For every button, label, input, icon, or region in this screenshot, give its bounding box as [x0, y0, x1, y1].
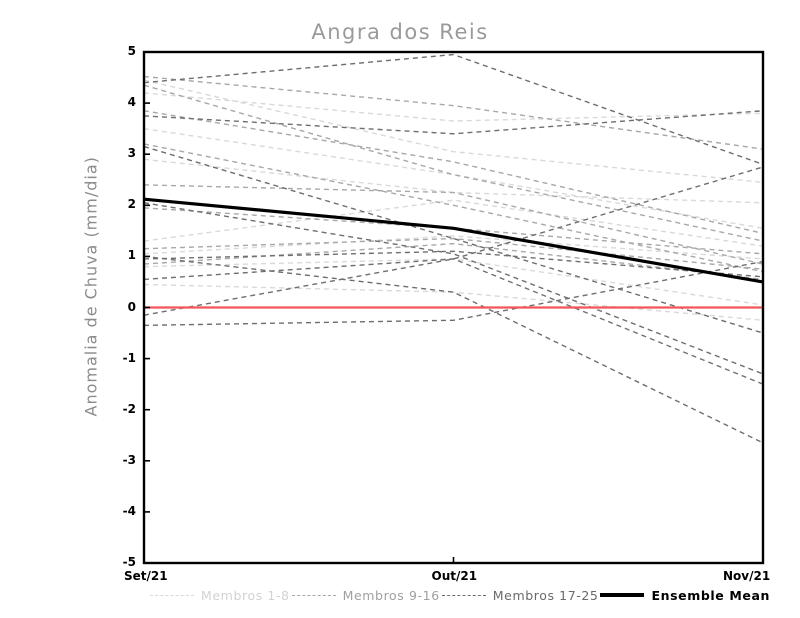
- series-line: [143, 184, 764, 265]
- series-line: [143, 202, 764, 375]
- y-tick-label: -2: [122, 401, 136, 416]
- series-line: [143, 166, 764, 316]
- y-tick-label: 4: [127, 95, 136, 110]
- y-tick-label: -5: [122, 555, 136, 569]
- legend-label: Membros 1-8: [201, 587, 290, 603]
- series-line: [143, 143, 764, 273]
- legend-entry[interactable]: Membros 1-8: [150, 588, 290, 603]
- legend-entry[interactable]: Membros 17-25: [441, 587, 599, 603]
- series-line: [143, 242, 764, 281]
- series-line: [143, 92, 764, 122]
- series-line: [143, 110, 764, 235]
- legend-line-swatch: [441, 594, 486, 596]
- series-line: [143, 79, 764, 184]
- series-line: [143, 258, 764, 385]
- x-tick-label: Set/21: [124, 569, 168, 583]
- y-tick-label: 2: [127, 197, 136, 212]
- series-layer: [143, 53, 764, 444]
- y-tick-label: 5: [127, 44, 136, 58]
- series-line: [143, 237, 764, 270]
- x-tick-label: Nov/21: [723, 569, 771, 583]
- series-line: [143, 75, 764, 150]
- legend-line-swatch: [600, 593, 645, 597]
- y-tick-label: 1: [127, 248, 136, 263]
- legend-line-swatch: [291, 594, 336, 596]
- y-tick-label: 0: [127, 299, 136, 314]
- series-line: [143, 207, 764, 255]
- y-tick-label: 3: [127, 146, 136, 161]
- series-line: [143, 255, 764, 444]
- series-line: [143, 127, 764, 229]
- series-line: [143, 84, 764, 242]
- series-line: [143, 250, 764, 278]
- y-tick-label: -3: [122, 452, 136, 467]
- legend-entry[interactable]: Membros 9-16: [291, 587, 440, 603]
- series-line: [143, 283, 764, 321]
- legend-line-swatch: [150, 594, 194, 596]
- y-tick-label: -4: [122, 503, 136, 518]
- series-line: [143, 53, 764, 166]
- series-line: [143, 158, 764, 204]
- axis-ticks: [143, 51, 764, 564]
- y-tick-label: -1: [122, 350, 136, 365]
- series-line: [143, 197, 764, 284]
- x-tick-label: Out/21: [431, 569, 478, 583]
- legend-label: Ensemble Mean: [651, 587, 770, 603]
- series-line: [143, 145, 764, 334]
- series-line: [143, 260, 764, 327]
- legend-entry[interactable]: Ensemble Mean: [600, 588, 770, 603]
- chart-legend: Membros 1-8 Membros 9-16 Membros 17-25 Ense…: [150, 585, 770, 605]
- legend-label: Membros 17-25: [492, 587, 599, 603]
- legend-label: Membros 9-16: [342, 587, 440, 603]
- series-line: [143, 235, 764, 260]
- ensemble-mean-layer: [143, 197, 764, 284]
- series-line: [143, 110, 764, 135]
- chart-title: Angra dos Reis: [311, 20, 489, 44]
